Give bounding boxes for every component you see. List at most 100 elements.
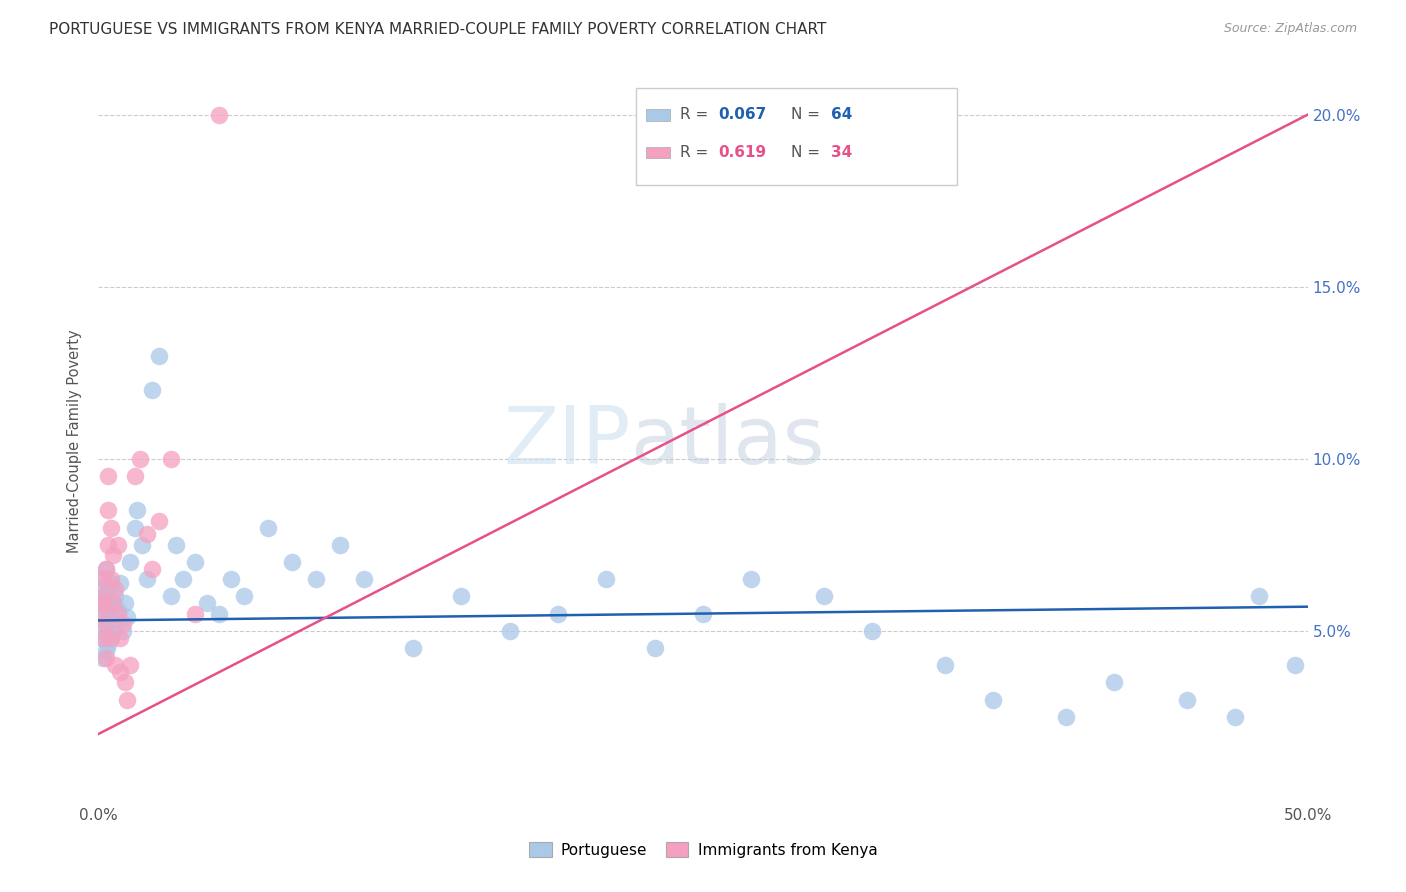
- Point: [124, 520, 146, 534]
- Point: [107, 538, 129, 552]
- Point: [135, 572, 157, 586]
- Point: [90, 607, 112, 621]
- Point: [91, 596, 114, 610]
- Point: [97, 610, 120, 624]
- Point: [94, 562, 117, 576]
- Point: [1249, 590, 1271, 604]
- Text: 34: 34: [831, 145, 852, 160]
- Point: [94, 644, 117, 658]
- Point: [860, 624, 883, 638]
- Point: [100, 603, 122, 617]
- Point: [644, 640, 666, 655]
- Point: [117, 692, 139, 706]
- Text: N =: N =: [792, 145, 825, 160]
- Point: [91, 651, 114, 665]
- Point: [221, 572, 243, 586]
- Point: [108, 631, 131, 645]
- Point: [305, 572, 328, 586]
- Point: [90, 607, 112, 621]
- Point: [256, 520, 278, 534]
- Point: [94, 616, 117, 631]
- Text: N =: N =: [792, 107, 825, 122]
- Point: [692, 607, 714, 621]
- Point: [100, 572, 122, 586]
- Point: [94, 651, 117, 665]
- Point: [117, 610, 139, 624]
- Point: [100, 631, 122, 645]
- Point: [127, 503, 149, 517]
- Point: [111, 624, 134, 638]
- Point: [184, 555, 207, 569]
- Text: ZIP: ZIP: [503, 402, 630, 481]
- Point: [104, 582, 127, 597]
- Point: [97, 538, 120, 552]
- FancyBboxPatch shape: [637, 87, 957, 185]
- Point: [118, 555, 141, 569]
- FancyBboxPatch shape: [647, 147, 671, 158]
- Point: [108, 665, 131, 679]
- Point: [981, 692, 1004, 706]
- Point: [97, 469, 120, 483]
- Point: [160, 590, 183, 604]
- Point: [1223, 710, 1246, 724]
- Point: [329, 538, 352, 552]
- Point: [107, 607, 129, 621]
- Legend: Portuguese, Immigrants from Kenya: Portuguese, Immigrants from Kenya: [523, 836, 883, 863]
- Point: [131, 538, 153, 552]
- Point: [141, 383, 163, 397]
- Point: [91, 624, 114, 638]
- Point: [118, 658, 141, 673]
- Point: [94, 616, 117, 631]
- Point: [91, 572, 114, 586]
- Point: [101, 596, 124, 610]
- FancyBboxPatch shape: [647, 109, 671, 120]
- Text: R =: R =: [681, 145, 713, 160]
- Point: [1054, 710, 1077, 724]
- Point: [114, 675, 136, 690]
- Point: [100, 631, 122, 645]
- Point: [100, 575, 122, 590]
- Point: [91, 596, 114, 610]
- Point: [90, 590, 112, 604]
- Point: [90, 582, 112, 597]
- Point: [934, 658, 956, 673]
- Text: 0.067: 0.067: [718, 107, 766, 122]
- Text: R =: R =: [681, 107, 713, 122]
- Point: [172, 572, 194, 586]
- Point: [100, 520, 122, 534]
- Point: [148, 514, 170, 528]
- Point: [740, 572, 762, 586]
- Point: [595, 572, 617, 586]
- Point: [1284, 658, 1306, 673]
- Point: [101, 624, 124, 638]
- Point: [90, 631, 112, 645]
- Point: [135, 527, 157, 541]
- Point: [94, 562, 117, 576]
- Point: [111, 616, 134, 631]
- Point: [97, 503, 120, 517]
- Point: [94, 590, 117, 604]
- Point: [1175, 692, 1198, 706]
- Point: [208, 607, 231, 621]
- Point: [148, 349, 170, 363]
- Point: [547, 607, 569, 621]
- Point: [107, 603, 129, 617]
- Y-axis label: Married-Couple Family Poverty: Married-Couple Family Poverty: [67, 330, 83, 553]
- Text: atlas: atlas: [630, 402, 825, 481]
- Point: [353, 572, 375, 586]
- Point: [232, 590, 254, 604]
- Point: [101, 548, 124, 562]
- Text: Source: ZipAtlas.com: Source: ZipAtlas.com: [1223, 22, 1357, 36]
- Point: [124, 469, 146, 483]
- Point: [160, 451, 183, 466]
- Point: [141, 562, 163, 576]
- Point: [101, 596, 124, 610]
- Point: [402, 640, 425, 655]
- Point: [208, 108, 231, 122]
- Point: [91, 572, 114, 586]
- Text: PORTUGUESE VS IMMIGRANTS FROM KENYA MARRIED-COUPLE FAMILY POVERTY CORRELATION CH: PORTUGUESE VS IMMIGRANTS FROM KENYA MARR…: [49, 22, 827, 37]
- Point: [97, 582, 120, 597]
- Point: [165, 538, 187, 552]
- Point: [1102, 675, 1125, 690]
- Point: [128, 451, 150, 466]
